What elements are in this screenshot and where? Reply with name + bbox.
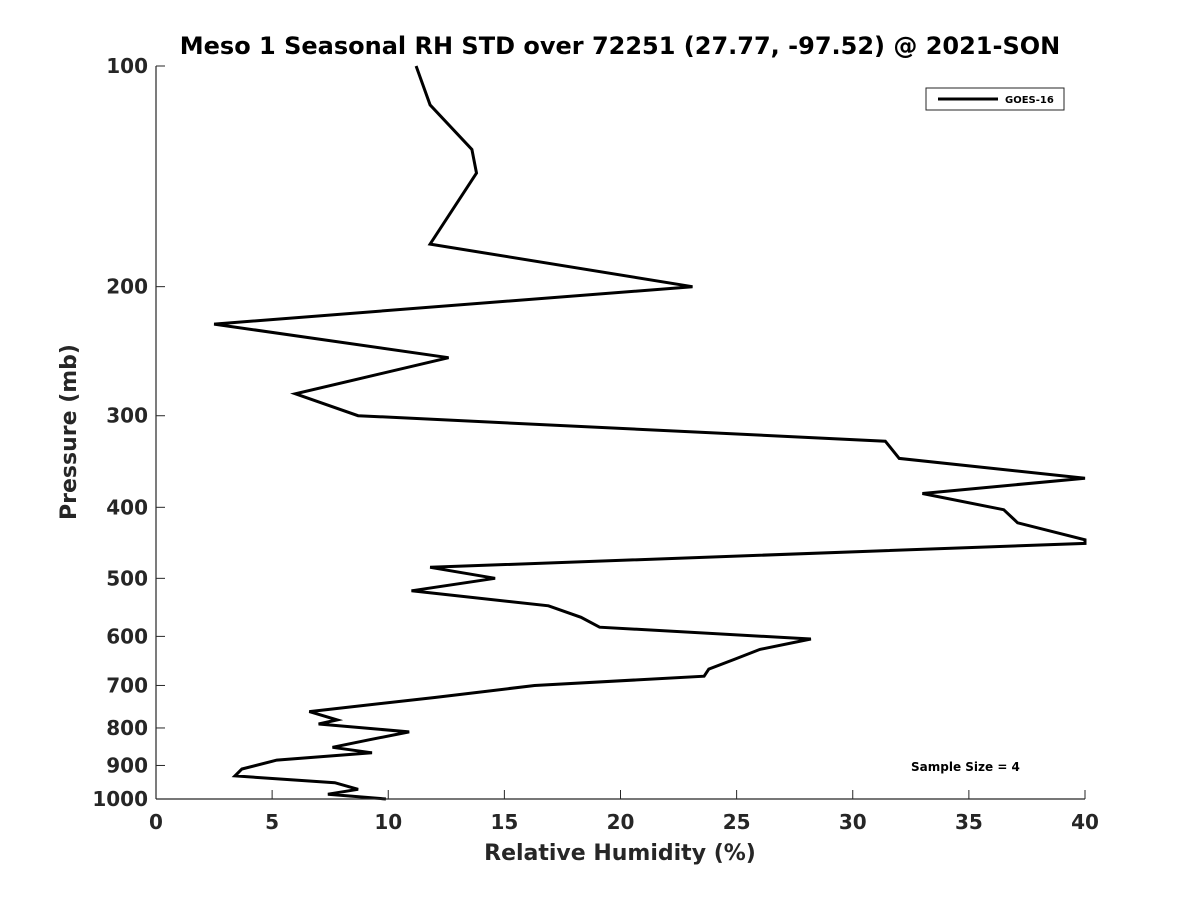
x-tick-label: 25	[723, 810, 751, 834]
y-tick-label: 600	[106, 624, 148, 648]
y-tick-label: 200	[106, 275, 148, 299]
x-tick-label: 15	[490, 810, 518, 834]
legend-label-goes-16: GOES-16	[1005, 95, 1054, 106]
x-tick-label: 30	[839, 810, 867, 834]
chart-title: Meso 1 Seasonal RH STD over 72251 (27.77…	[180, 32, 1061, 60]
y-axis-label: Pressure (mb)	[57, 344, 82, 520]
x-tick-label: 0	[149, 810, 163, 834]
y-tick-label: 300	[106, 404, 148, 428]
x-tick-label: 35	[955, 810, 983, 834]
x-tick-label: 40	[1071, 810, 1099, 834]
x-tick-label: 5	[265, 810, 279, 834]
x-tick-label: 20	[607, 810, 635, 834]
y-tick-label: 700	[106, 673, 148, 697]
series-line-goes-16	[213, 65, 1087, 801]
y-tick-label: 1000	[92, 787, 148, 811]
y-tick-label: 100	[106, 54, 148, 78]
x-axis-ticks: 0 5 10 15 20 25 30 35 40	[149, 790, 1099, 834]
y-tick-label: 800	[106, 716, 148, 740]
legend: GOES-16	[925, 87, 1065, 111]
plot-area	[156, 66, 1085, 799]
y-tick-label: 500	[106, 566, 148, 590]
x-axis-label: Relative Humidity (%)	[484, 841, 756, 866]
sample-size-annotation: Sample Size = 4	[911, 760, 1020, 774]
y-tick-label: 900	[106, 753, 148, 777]
y-tick-label: 400	[106, 495, 148, 519]
x-tick-label: 10	[374, 810, 402, 834]
y-axis-ticks: 100 200 300 400 500 600 700 800 900 1000	[92, 54, 165, 811]
